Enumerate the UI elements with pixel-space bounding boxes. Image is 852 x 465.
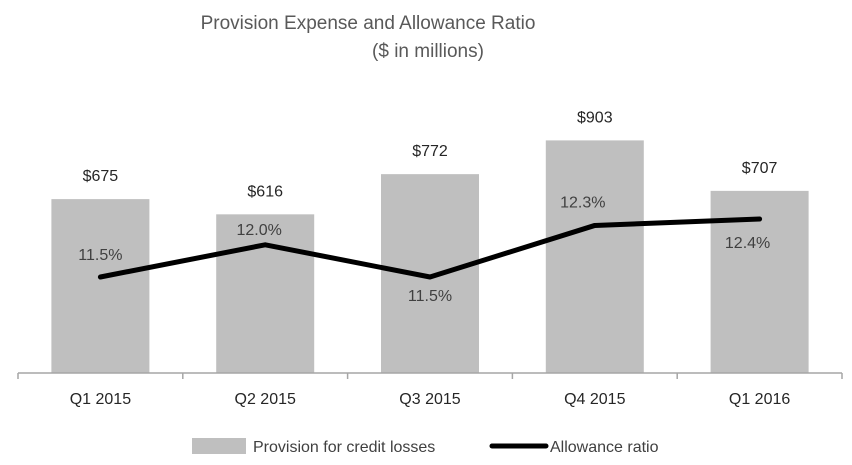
bar-value-label-5: $707 (742, 160, 778, 177)
bar-value-label-3: $772 (412, 143, 448, 160)
x-tick-label-5: Q1 2016 (729, 391, 790, 408)
chart-subtitle: ($ in millions) (372, 41, 484, 62)
bars-layer (51, 140, 809, 373)
data-labels-layer: $675 $616 $772 $903 $707 11.5% 12.0% 11.5% 12.3%… (78, 109, 777, 305)
bar-value-label-2: $616 (247, 183, 283, 200)
x-tick-label-3: Q3 2015 (399, 391, 460, 408)
x-tick-label-4: Q4 2015 (564, 391, 625, 408)
x-axis: Q1 2015 Q2 2015 Q3 2015 Q4 2015 Q1 2016 (17, 372, 843, 408)
bar-3 (381, 174, 479, 373)
line-value-label-2: 12.0% (237, 222, 282, 239)
line-value-label-4: 12.3% (560, 194, 605, 211)
bar-value-label-1: $675 (83, 168, 119, 185)
legend: Provision for credit losses Allowance rat… (192, 438, 659, 456)
line-value-label-5: 12.4% (725, 235, 770, 252)
x-tick-label-2: Q2 2015 (235, 391, 296, 408)
bar-2 (216, 214, 315, 373)
allowance-ratio-line (97, 216, 763, 280)
line-value-label-3: 11.5% (408, 288, 452, 305)
legend-label-allowance: Allowance ratio (550, 439, 659, 456)
bar-value-label-4: $903 (577, 109, 613, 126)
line-layer (97, 216, 763, 280)
bar-1 (51, 199, 150, 373)
legend-label-provision: Provision for credit losses (253, 439, 435, 456)
bar-4 (545, 140, 644, 373)
x-tick-label-1: Q1 2015 (70, 391, 131, 408)
legend-swatch-provision (192, 438, 246, 454)
line-value-label-1: 11.5% (78, 247, 122, 264)
chart-title: Provision Expense and Allowance Ratio (201, 13, 536, 34)
